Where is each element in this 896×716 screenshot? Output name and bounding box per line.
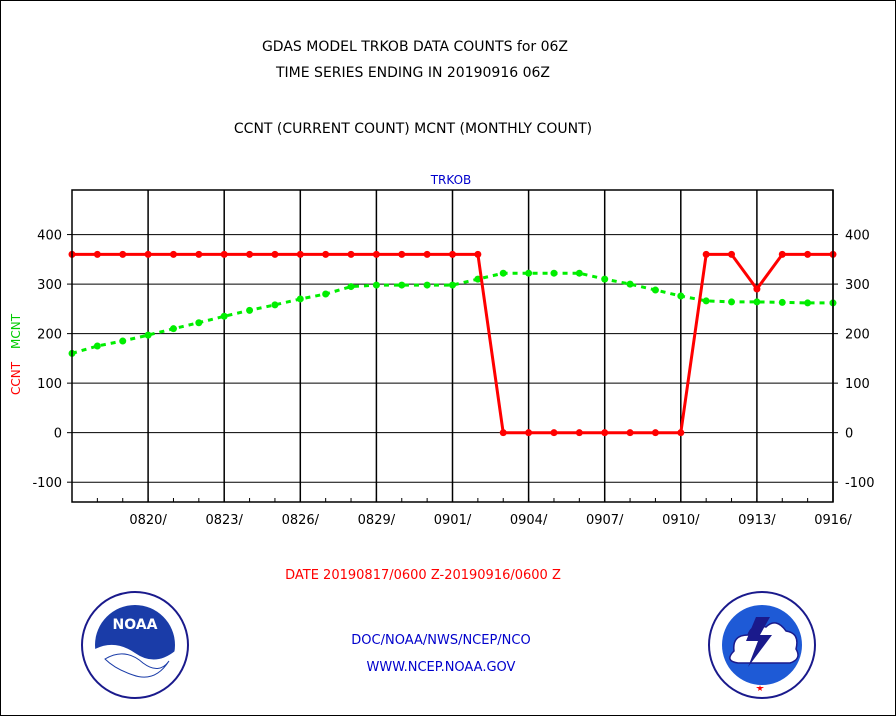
y-axis-label: CCNT MCNT bbox=[9, 313, 23, 395]
mcnt-point bbox=[449, 281, 456, 289]
mcnt-point bbox=[601, 275, 609, 283]
mcnt-point bbox=[550, 269, 558, 277]
y-tick-label-left: 300 bbox=[37, 278, 62, 293]
mcnt-point bbox=[804, 299, 812, 307]
mcnt-point bbox=[322, 290, 330, 298]
x-tick-label: 0901/ bbox=[434, 513, 472, 528]
series-layer bbox=[68, 250, 837, 437]
y-tick-label-left: 0 bbox=[54, 427, 62, 442]
ccnt-point bbox=[93, 250, 101, 258]
plot-title: TRKOB bbox=[430, 173, 472, 187]
x-tick-label: 0907/ bbox=[586, 513, 624, 528]
nws-logo bbox=[708, 591, 816, 699]
ccnt-point bbox=[195, 250, 203, 258]
y-tick-label-right: 200 bbox=[845, 328, 870, 343]
ccnt-point bbox=[169, 250, 177, 258]
mcnt-point bbox=[246, 306, 254, 314]
org-line: DOC/NOAA/NWS/NCEP/NCO bbox=[351, 633, 530, 648]
x-tick-label: 0910/ bbox=[662, 513, 700, 528]
mcnt-point bbox=[398, 281, 406, 289]
mcnt-point bbox=[499, 269, 507, 277]
ccnt-point bbox=[601, 429, 609, 437]
ccnt-point bbox=[423, 250, 431, 258]
ccnt-point bbox=[728, 250, 736, 258]
mcnt-point bbox=[93, 342, 101, 350]
mcnt-point bbox=[119, 337, 127, 345]
ccnt-point bbox=[474, 250, 482, 258]
y-tick-label-right: 300 bbox=[845, 278, 870, 293]
mcnt-point bbox=[423, 281, 431, 289]
ccnt-point bbox=[575, 429, 583, 437]
mcnt-point bbox=[347, 283, 355, 291]
mcnt-point bbox=[677, 292, 685, 300]
x-tick-label: 0904/ bbox=[510, 513, 548, 528]
date-range-label: DATE 20190817/0600 Z-20190916/0600 Z bbox=[285, 568, 561, 583]
mcnt-point bbox=[296, 295, 304, 303]
ccnt-point bbox=[398, 250, 406, 258]
mcnt-point bbox=[195, 319, 203, 327]
ccnt-axis-label: CCNT bbox=[9, 361, 23, 395]
ccnt-point bbox=[246, 250, 254, 258]
mcnt-point bbox=[626, 280, 634, 288]
mcnt-point bbox=[474, 275, 482, 283]
ccnt-point bbox=[550, 429, 558, 437]
y-tick-label-right: 100 bbox=[845, 377, 870, 392]
plot-border bbox=[71, 189, 834, 503]
url-line: WWW.NCEP.NOAA.GOV bbox=[367, 660, 516, 675]
chart-title-line2: TIME SERIES ENDING IN 20190916 06Z bbox=[275, 65, 550, 81]
mcnt-point bbox=[651, 286, 659, 294]
noaa-logo-text: NOAA bbox=[113, 617, 158, 633]
x-tick-label: 0820/ bbox=[129, 513, 167, 528]
ccnt-point bbox=[296, 250, 304, 258]
ccnt-point bbox=[322, 250, 330, 258]
y-tick-label-right: 400 bbox=[845, 229, 870, 244]
noaa-logo: NOAA bbox=[81, 591, 189, 699]
mcnt-point bbox=[778, 298, 786, 306]
chart-title-line1: GDAS MODEL TRKOB DATA COUNTS for 06Z bbox=[262, 39, 568, 55]
ccnt-point bbox=[753, 285, 761, 293]
ccnt-point bbox=[271, 250, 279, 258]
ccnt-point bbox=[626, 429, 634, 437]
mcnt-point bbox=[575, 269, 583, 277]
y-tick-label-left: -100 bbox=[32, 476, 62, 491]
ccnt-point bbox=[449, 250, 456, 258]
x-tick-label: 0826/ bbox=[282, 513, 320, 528]
mcnt-point bbox=[144, 331, 152, 339]
ccnt-point bbox=[119, 250, 127, 258]
ccnt-point bbox=[499, 429, 507, 437]
mcnt-point bbox=[220, 312, 228, 320]
ccnt-point bbox=[677, 429, 685, 437]
x-tick-label: 0916/ bbox=[814, 513, 852, 528]
y-tick-label-right: -100 bbox=[845, 476, 875, 491]
x-tick-labels: 0820/0823/0826/0829/0901/0904/0907/0910/… bbox=[129, 513, 852, 528]
ccnt-point bbox=[347, 250, 355, 258]
ccnt-point bbox=[778, 250, 786, 258]
x-tick-label: 0913/ bbox=[738, 513, 776, 528]
y-tick-label-left: 400 bbox=[37, 229, 62, 244]
mcnt-point bbox=[169, 325, 177, 333]
ccnt-point bbox=[702, 250, 710, 258]
ccnt-point bbox=[804, 250, 812, 258]
ccnt-point bbox=[372, 250, 380, 258]
x-tick-label: 0823/ bbox=[205, 513, 243, 528]
ccnt-point bbox=[651, 429, 659, 437]
ccnt-point bbox=[525, 429, 533, 437]
grid-lines bbox=[67, 190, 838, 502]
mcnt-point bbox=[702, 297, 710, 305]
mcnt-axis-label: MCNT bbox=[9, 313, 23, 349]
ccnt-point bbox=[144, 250, 152, 258]
y-tick-label-left: 100 bbox=[37, 377, 62, 392]
mcnt-point bbox=[753, 298, 761, 306]
mcnt-point bbox=[271, 301, 279, 309]
mcnt-point bbox=[372, 281, 380, 289]
y-tick-label-right: 0 bbox=[845, 427, 853, 442]
y-tick-labels: -100 -100 0 0 100 100 200 200 300 300 400 400 bbox=[32, 229, 874, 492]
chart-subtitle: CCNT (CURRENT COUNT) MCNT (MONTHLY COUNT… bbox=[234, 121, 592, 137]
y-tick-label-left: 200 bbox=[37, 328, 62, 343]
x-tick-label: 0829/ bbox=[358, 513, 396, 528]
ccnt-point bbox=[220, 250, 228, 258]
mcnt-point bbox=[525, 269, 533, 277]
mcnt-point bbox=[728, 298, 736, 306]
